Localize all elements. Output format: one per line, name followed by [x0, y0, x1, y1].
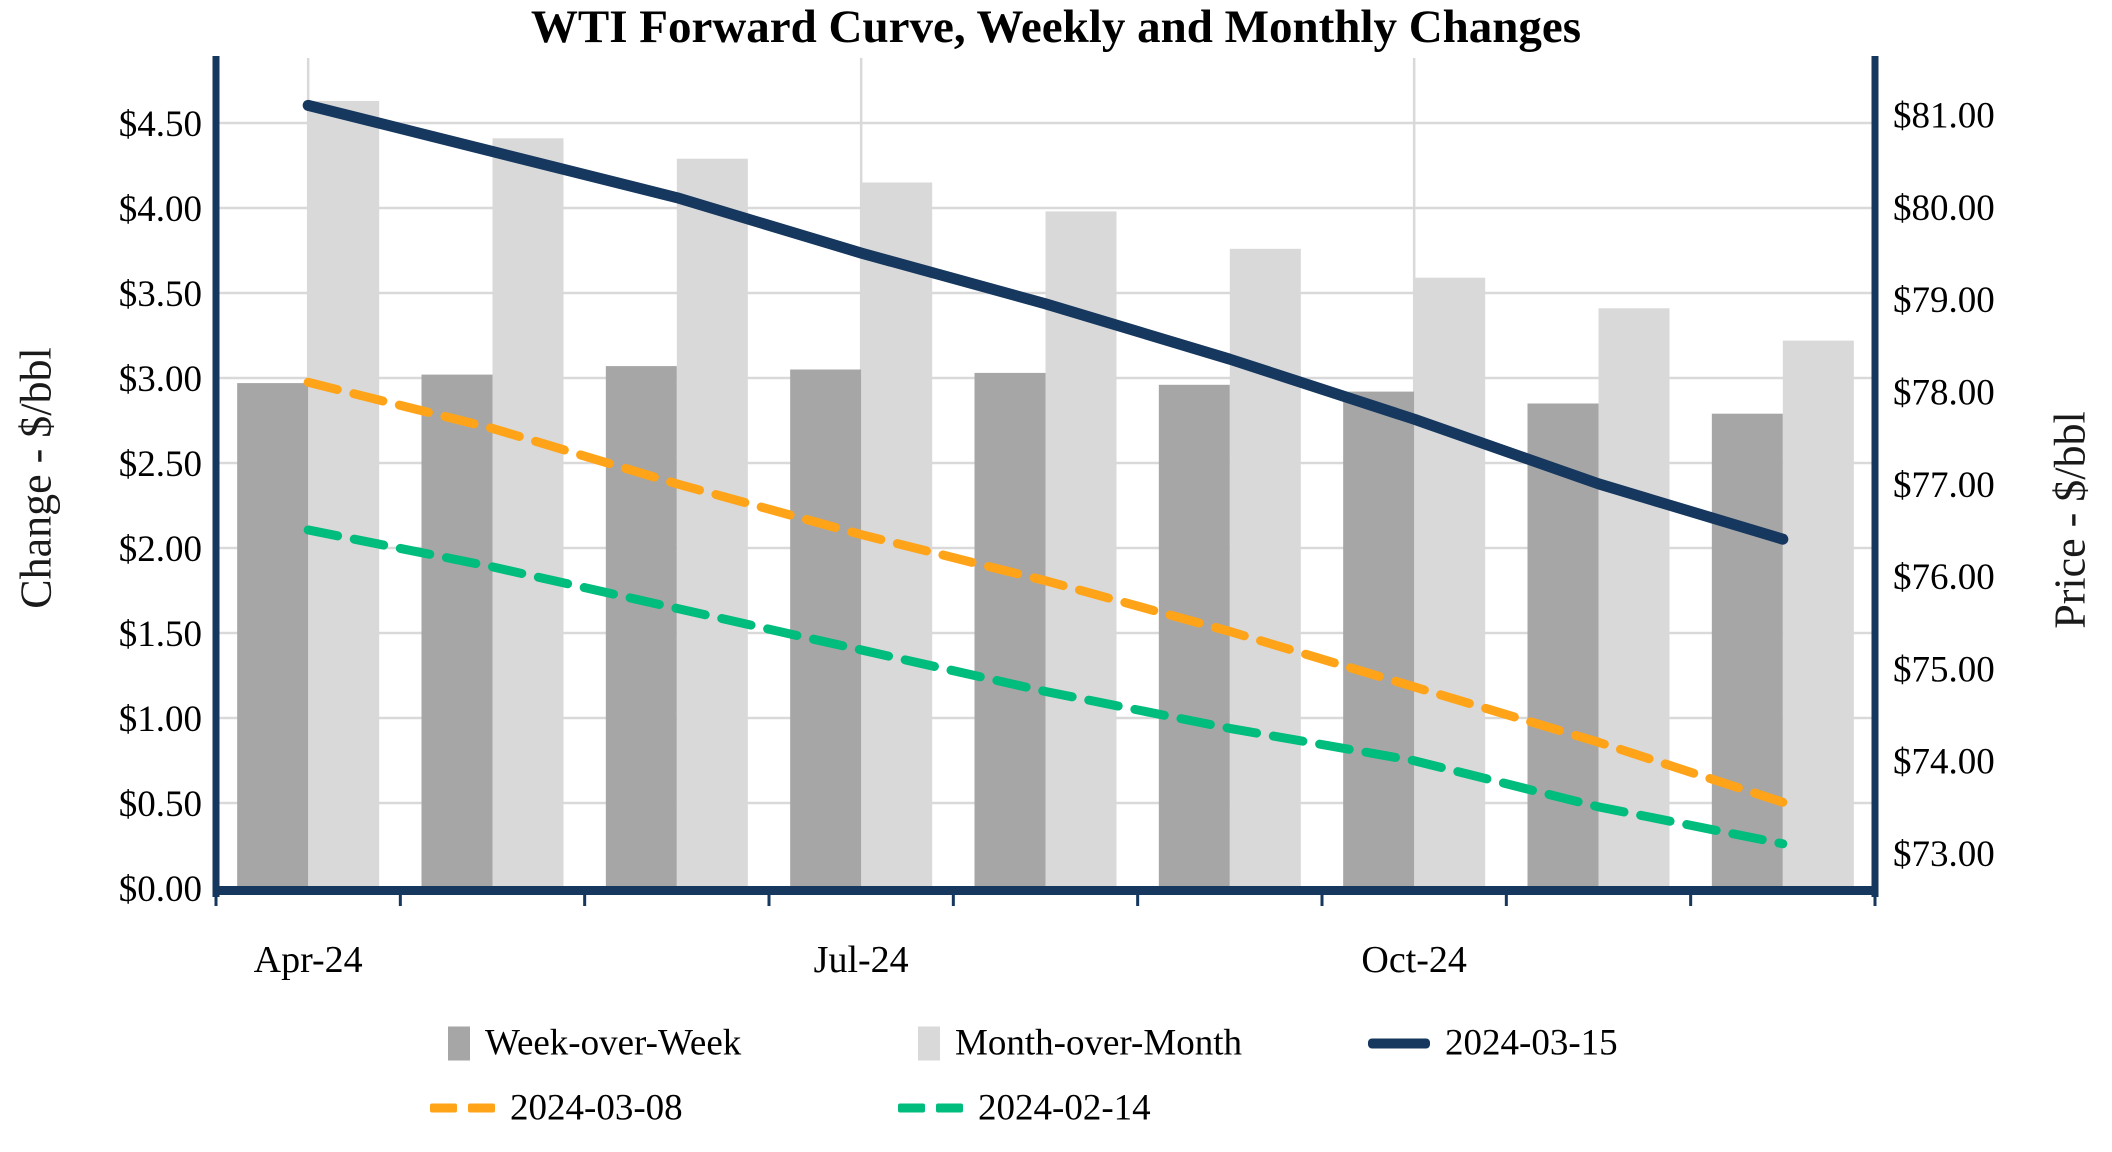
right-axis-tick-label: $77.00 — [1893, 465, 1995, 506]
bar-month-over-month-May-24 — [492, 138, 564, 889]
bar-week-over-week-Jun-24 — [605, 366, 677, 889]
line-2024-02-14 — [303, 525, 1788, 849]
solid-line-swatch-icon — [1368, 1038, 1430, 1048]
line-2024-03-08 — [303, 377, 1788, 807]
left-axis-tick-label: $0.00 — [119, 869, 202, 910]
legend-label: 2024-03-15 — [1445, 1022, 1618, 1064]
green-dashed-line-swatch-icon — [898, 1103, 963, 1113]
x-axis-line — [212, 886, 1879, 895]
legend-item-month-over-month: Month-over-Month — [918, 1022, 1242, 1065]
bar-month-over-month-Jun-24 — [676, 158, 748, 888]
legend-item-week-over-week: Week-over-Week — [448, 1022, 741, 1065]
right-axis-tick-label: $79.00 — [1893, 280, 1995, 321]
left-axis-tick-label: $4.50 — [119, 104, 202, 145]
right-axis-tick-label: $76.00 — [1893, 557, 1995, 598]
right-axis-tick-label: $74.00 — [1893, 742, 1995, 783]
bar-month-over-month-Sep-24 — [1229, 248, 1301, 889]
left-axis-tick-label: $0.50 — [119, 784, 202, 825]
orange-dashed-line-swatch-icon — [430, 1103, 495, 1113]
month-over-month-swatch-icon — [918, 1026, 940, 1060]
x-axis-tick-label: Apr-24 — [254, 939, 363, 981]
right-axis-tick-label: $75.00 — [1893, 649, 1995, 690]
left-axis-tick-label: $4.00 — [119, 189, 202, 230]
bar-week-over-week-Oct-24 — [1343, 391, 1415, 888]
left-axis-tick-label: $3.00 — [119, 359, 202, 400]
right-axis-tick-label: $80.00 — [1893, 188, 1995, 229]
left-axis-tick-label: $3.50 — [119, 274, 202, 315]
line-2024-03-15 — [302, 99, 1789, 545]
bar-month-over-month-Dec-24 — [1782, 340, 1854, 889]
legend-label: Month-over-Month — [955, 1022, 1243, 1064]
bar-week-over-week-Sep-24 — [1158, 384, 1230, 888]
bar-week-over-week-Aug-24 — [974, 372, 1046, 888]
left-axis-line — [212, 56, 220, 897]
left-axis-tick-label: $2.50 — [119, 444, 202, 485]
left-axis-tick-label: $2.00 — [119, 529, 202, 570]
week-over-week-swatch-icon — [448, 1026, 470, 1060]
bar-week-over-week-Dec-24 — [1711, 413, 1783, 888]
legend-item-2024-02-14: 2024-02-14 — [898, 1087, 1151, 1130]
bar-week-over-week-May-24 — [421, 374, 493, 889]
right-axis-line — [1871, 56, 1879, 897]
right-axis-tick-label: $73.00 — [1893, 834, 1995, 875]
x-axis-tick-label: Oct-24 — [1361, 939, 1467, 981]
left-axis-tick-label: $1.50 — [119, 614, 202, 655]
right-axis-tick-label: $78.00 — [1893, 373, 1995, 414]
legend-label: 2024-02-14 — [978, 1087, 1151, 1129]
x-axis-tick-label: Jul-24 — [814, 939, 909, 981]
chart-title: WTI Forward Curve, Weekly and Monthly Ch… — [530, 1, 1582, 53]
bar-month-over-month-Apr-24 — [308, 100, 380, 888]
bar-month-over-month-Nov-24 — [1598, 308, 1670, 888]
bar-week-over-week-Jul-24 — [790, 369, 862, 888]
left-axis-tick-label: $1.00 — [119, 699, 202, 740]
bar-week-over-week-Apr-24 — [237, 383, 309, 888]
right-axis-tick-label: $81.00 — [1893, 96, 1995, 137]
legend-label: 2024-03-08 — [510, 1087, 683, 1129]
legend-item-2024-03-08: 2024-03-08 — [430, 1087, 683, 1130]
legend-item-2024-03-15: 2024-03-15 — [1368, 1022, 1618, 1065]
bar-month-over-month-Oct-24 — [1414, 277, 1486, 888]
legend-label: Week-over-Week — [485, 1022, 742, 1064]
